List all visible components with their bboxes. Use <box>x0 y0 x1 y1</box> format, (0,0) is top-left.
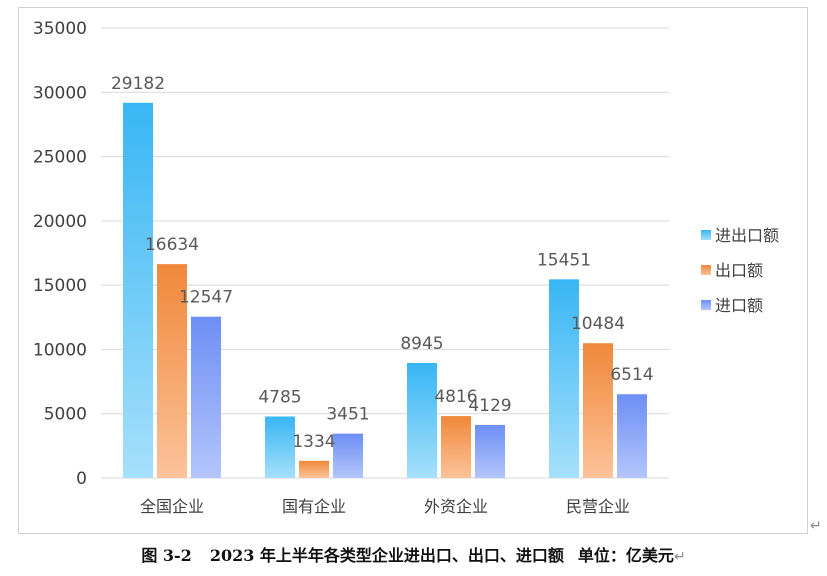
y-axis-tick-labels: 0 5000 10000 15000 20000 25000 30000 35000 <box>33 19 87 489</box>
data-label-series1-cat1: 1334 <box>292 432 335 452</box>
legend-swatch-2 <box>701 300 711 310</box>
data-label-series0-cat1: 4785 <box>258 387 301 407</box>
y-tick-label-30000: 30000 <box>33 83 87 103</box>
legend-swatch-0 <box>701 230 711 240</box>
data-label-series1-cat2: 4816 <box>434 387 477 407</box>
data-label-series1-cat0: 16634 <box>145 235 199 255</box>
bar-series0-cat3 <box>549 279 579 478</box>
data-label-series2-cat0: 12547 <box>179 288 233 308</box>
y-tick-label-5000: 5000 <box>44 405 87 425</box>
bar-series0-cat0 <box>123 102 153 478</box>
data-label-series2-cat3: 6514 <box>610 365 653 385</box>
data-label-series2-cat1: 3451 <box>326 405 369 425</box>
data-label-series2-cat2: 4129 <box>468 396 511 416</box>
x-tick-label-cat0: 全国企业 <box>140 497 204 516</box>
y-tick-label-35000: 35000 <box>33 19 87 39</box>
bar-chart: 0 5000 10000 15000 20000 25000 30000 35000 2918… <box>33 19 779 516</box>
bar-series2-cat0 <box>191 316 221 478</box>
legend-item-0: 进出口额 <box>701 226 779 245</box>
legend-swatch-1 <box>701 265 711 275</box>
y-tick-label-0: 0 <box>76 469 87 489</box>
y-tick-label-15000: 15000 <box>33 276 87 296</box>
x-tick-label-cat2: 外资企业 <box>424 497 488 516</box>
data-label-series0-cat3: 15451 <box>537 250 591 270</box>
legend-label-2: 进口额 <box>715 296 763 315</box>
x-tick-label-cat3: 民营企业 <box>566 497 630 516</box>
data-label-series1-cat3: 10484 <box>571 314 625 334</box>
bar-series1-cat1 <box>299 460 329 478</box>
legend-label-0: 进出口额 <box>715 226 779 245</box>
figure-caption: 图 3-2 2023 年上半年各类型企业进出口、出口、进口额 单位：亿美元↵ <box>0 542 827 566</box>
legend-item-1: 出口额 <box>701 261 763 280</box>
caption-return-mark: ↵ <box>673 549 686 565</box>
caption-title: 2023 年上半年各类型企业进出口、出口、进口额 <box>209 546 564 565</box>
caption-number: 图 3-2 <box>141 546 192 565</box>
frame-return-mark: ↵ <box>810 518 822 534</box>
bar-series0-cat1 <box>265 416 295 478</box>
data-label-series0-cat2: 8945 <box>400 334 443 354</box>
bar-series2-cat3 <box>617 394 647 478</box>
x-tick-label-cat1: 国有企业 <box>282 497 346 516</box>
caption-unit: 单位：亿美元 <box>577 546 674 565</box>
bars <box>123 102 647 478</box>
y-tick-label-25000: 25000 <box>33 148 87 168</box>
bar-series0-cat2 <box>407 362 437 478</box>
data-label-series0-cat0: 29182 <box>111 74 165 94</box>
bar-series1-cat0 <box>157 264 187 478</box>
chart-frame: 0 5000 10000 15000 20000 25000 30000 35000 2918… <box>18 7 808 534</box>
y-tick-label-10000: 10000 <box>33 340 87 360</box>
legend-item-2: 进口额 <box>701 296 763 315</box>
y-tick-label-20000: 20000 <box>33 212 87 232</box>
bar-series2-cat2 <box>475 424 505 478</box>
legend-label-1: 出口额 <box>715 261 763 280</box>
bar-series1-cat3 <box>583 343 613 478</box>
x-axis-tick-labels: 全国企业 国有企业 外资企业 民营企业 <box>140 497 630 516</box>
bar-series1-cat2 <box>441 416 471 478</box>
bar-series2-cat1 <box>333 433 363 478</box>
